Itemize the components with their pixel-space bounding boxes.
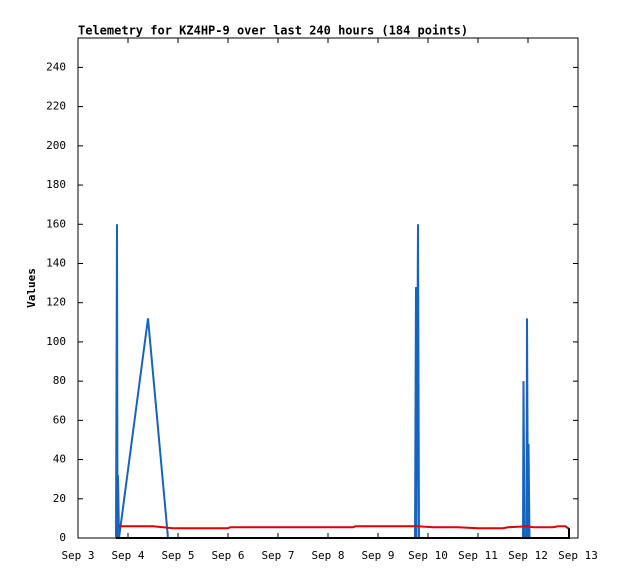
y-tick-label: 100 xyxy=(46,335,66,348)
y-axis-label: Values xyxy=(25,268,38,308)
y-tick-label: 240 xyxy=(46,60,66,73)
y-tick-label: 60 xyxy=(53,413,66,426)
y-tick-label: 180 xyxy=(46,178,66,191)
y-tick-label: 80 xyxy=(53,374,66,387)
y-tick-label: 200 xyxy=(46,139,66,152)
series-line xyxy=(116,528,570,539)
y-tick-label: 40 xyxy=(53,453,66,466)
x-tick-label: Sep 10 xyxy=(408,549,448,562)
y-tick-label: 140 xyxy=(46,256,66,269)
series-line xyxy=(115,224,568,539)
x-tick-label: Sep 8 xyxy=(311,549,344,562)
x-tick-label: Sep 3 xyxy=(61,549,94,562)
x-tick-label: Sep 6 xyxy=(211,549,244,562)
y-tick-label: 220 xyxy=(46,100,66,113)
y-tick-label: 20 xyxy=(53,492,66,505)
x-tick-label: Sep 11 xyxy=(458,549,498,562)
x-tick-label: Sep 4 xyxy=(111,549,144,562)
series-line xyxy=(119,525,569,530)
x-tick-label: Sep 5 xyxy=(161,549,194,562)
y-tick-label: 0 xyxy=(59,531,66,544)
y-tick-label: 160 xyxy=(46,217,66,230)
chart-title: Telemetry for KZ4HP-9 over last 240 hour… xyxy=(78,24,468,38)
x-tick-label: Sep 7 xyxy=(261,549,294,562)
x-tick-label: Sep 12 xyxy=(508,549,548,562)
y-tick-label: 120 xyxy=(46,296,66,309)
x-tick-label: Sep 9 xyxy=(361,549,394,562)
x-tick-label: Sep 13 xyxy=(558,549,598,562)
